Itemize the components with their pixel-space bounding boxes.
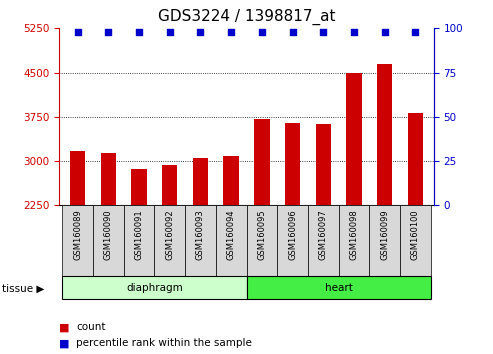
Bar [277,205,308,278]
Text: GSM160092: GSM160092 [165,209,174,259]
Text: GSM160095: GSM160095 [257,209,266,259]
Bar [216,205,246,278]
Point [412,29,420,35]
Bar [246,276,431,299]
Point [227,29,235,35]
Text: GSM160096: GSM160096 [288,209,297,260]
Point [381,29,388,35]
Bar [408,113,423,205]
Bar [193,158,208,205]
Bar [223,156,239,205]
Point [135,29,143,35]
Bar [185,205,216,278]
Point [105,29,112,35]
Point [166,29,174,35]
Text: GSM160098: GSM160098 [350,209,358,260]
Point [197,29,205,35]
Bar [124,205,154,278]
Bar [369,205,400,278]
Bar [162,165,177,205]
Bar [316,125,331,205]
Bar [62,276,246,299]
Text: GSM160090: GSM160090 [104,209,113,259]
Text: GSM160099: GSM160099 [380,209,389,259]
Point [73,29,81,35]
Bar [339,205,369,278]
Point [319,29,327,35]
Text: diaphragm: diaphragm [126,282,183,293]
Bar [400,205,431,278]
Bar [377,64,392,205]
Text: heart: heart [325,282,352,293]
Bar [154,205,185,278]
Bar [93,205,124,278]
Bar [131,169,147,205]
Bar [246,205,277,278]
Bar [285,123,300,205]
Text: ■: ■ [59,338,70,348]
Point [350,29,358,35]
Bar [346,73,362,205]
Text: GSM160093: GSM160093 [196,209,205,260]
Point [258,29,266,35]
Text: ■: ■ [59,322,70,332]
Bar [308,205,339,278]
Bar [101,153,116,205]
Text: GDS3224 / 1398817_at: GDS3224 / 1398817_at [158,9,335,25]
Text: percentile rank within the sample: percentile rank within the sample [76,338,252,348]
Bar [70,151,85,205]
Bar [254,119,270,205]
Text: GSM160100: GSM160100 [411,209,420,259]
Text: GSM160091: GSM160091 [135,209,143,259]
Bar [62,205,93,278]
Text: GSM160089: GSM160089 [73,209,82,260]
Text: tissue ▶: tissue ▶ [2,284,45,294]
Text: GSM160094: GSM160094 [227,209,236,259]
Text: count: count [76,322,106,332]
Text: GSM160097: GSM160097 [319,209,328,260]
Point [288,29,296,35]
